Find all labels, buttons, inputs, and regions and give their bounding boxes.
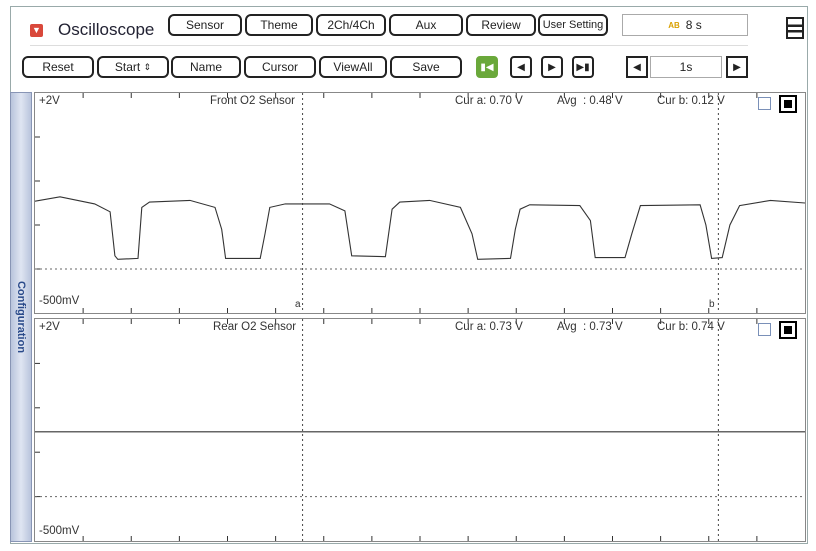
configuration-sidebar[interactable]: Configuration: [10, 92, 32, 542]
viewall-button[interactable]: ViewAll: [319, 56, 387, 78]
top-scale-label: +2V: [39, 95, 60, 107]
configuration-label: Configuration: [15, 280, 27, 354]
average-value: Avg : 0.73 V: [557, 321, 623, 333]
skip-to-end-icon[interactable]: ▶▮: [572, 56, 594, 78]
theme-button[interactable]: Theme: [245, 14, 313, 36]
channel-toggle[interactable]: [779, 321, 797, 339]
rear-o2-plot: [35, 319, 805, 541]
cursor-b-value: Cur b: 0.74 V: [657, 321, 725, 333]
channel-panel-rear[interactable]: +2V Rear O2 Sensor Cur a: 0.73 V Avg : 0…: [34, 318, 806, 542]
step-back-icon[interactable]: ◀: [510, 56, 532, 78]
channel-checkbox[interactable]: [758, 97, 771, 110]
timebase-field[interactable]: 1s: [650, 56, 722, 78]
cursor-button[interactable]: Cursor: [244, 56, 316, 78]
cursor-a-value: Cur a: 0.73 V: [455, 321, 523, 333]
reset-button[interactable]: Reset: [22, 56, 94, 78]
channel-name: Front O2 Sensor: [210, 95, 296, 107]
bottom-scale-label: -500mV: [39, 525, 80, 537]
sensor-button[interactable]: Sensor: [168, 14, 242, 36]
start-label: Start: [114, 60, 141, 74]
user-setting-button[interactable]: User Setting: [538, 14, 608, 36]
skip-to-start-icon[interactable]: ▮◀: [476, 56, 498, 78]
updown-arrows-icon: ⇕: [143, 61, 152, 72]
time-display: AB 8 s: [622, 14, 748, 36]
cursor-b-value: Cur b: 0.12 V: [657, 95, 725, 107]
average-value: Avg : 0.48 V: [557, 95, 623, 107]
divider: [30, 45, 748, 46]
channel-name: Rear O2 Sensor: [213, 321, 297, 333]
step-forward-icon[interactable]: ▶: [541, 56, 563, 78]
time-value: 8 s: [685, 18, 702, 32]
top-scale-label: +2V: [39, 321, 60, 333]
channel-panel-front[interactable]: +2V Front O2 Sensor Cur a: 0.70 V Avg : …: [34, 92, 806, 314]
name-button[interactable]: Name: [171, 56, 241, 78]
timebase-increase-icon[interactable]: ▶: [726, 56, 748, 78]
save-button[interactable]: Save: [390, 56, 462, 78]
front-o2-plot: [35, 93, 805, 313]
hamburger-menu-icon[interactable]: [786, 17, 804, 39]
app-menu-icon[interactable]: ▼: [30, 24, 43, 37]
ab-icon: AB: [668, 20, 680, 30]
app-title: Oscilloscope: [58, 20, 155, 39]
channel-checkbox[interactable]: [758, 323, 771, 336]
timebase-decrease-icon[interactable]: ◀: [626, 56, 648, 78]
start-button[interactable]: Start ⇕: [97, 56, 169, 78]
review-button[interactable]: Review: [466, 14, 536, 36]
channels-button[interactable]: 2Ch/4Ch: [316, 14, 386, 36]
bottom-scale-label: -500mV: [39, 295, 80, 307]
cursor-a-value: Cur a: 0.70 V: [455, 95, 523, 107]
channel-toggle[interactable]: [779, 95, 797, 113]
cursor-a-marker[interactable]: a: [295, 299, 301, 310]
signal-trace: [35, 196, 805, 260]
cursor-b-marker[interactable]: b: [709, 299, 715, 310]
aux-button[interactable]: Aux: [389, 14, 463, 36]
